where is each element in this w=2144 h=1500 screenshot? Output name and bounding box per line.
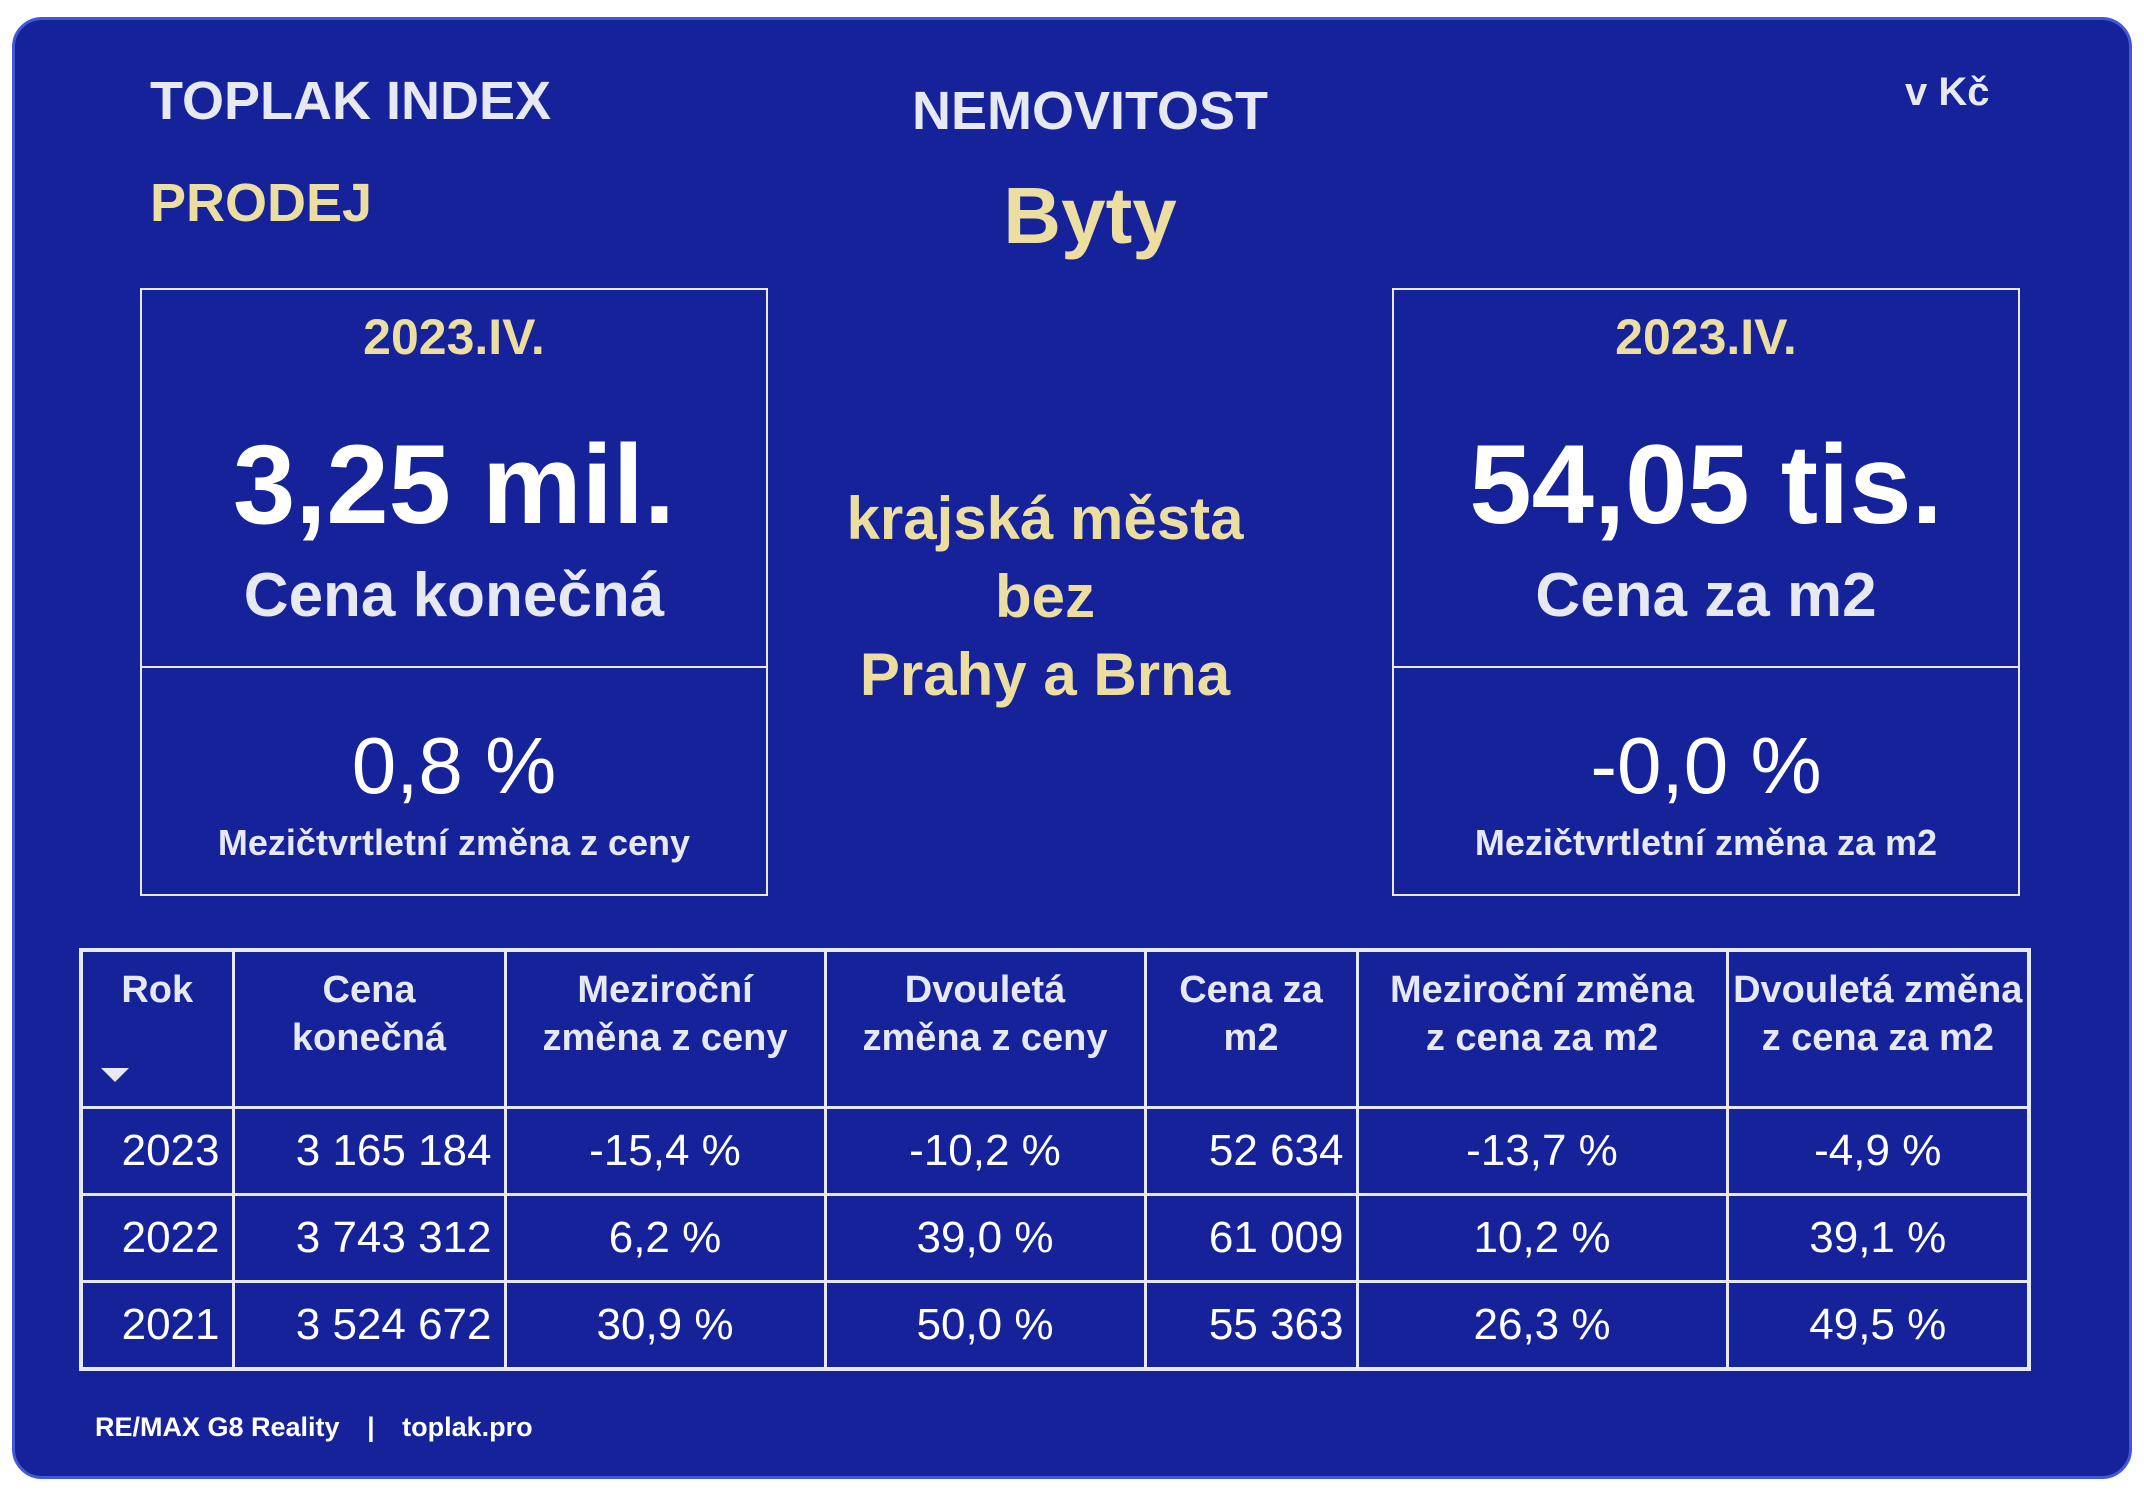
footer-website[interactable]: toplak.pro	[402, 1412, 533, 1442]
year-cell: 2022	[79, 1192, 235, 1284]
quarterly-price-change-label: Mezičtvrtletní změna z ceny	[217, 822, 691, 863]
col-header-line: Cena za	[1179, 969, 1323, 1011]
year-cell: 2021	[79, 1280, 235, 1371]
property-type: Byty	[1003, 171, 1177, 260]
col-header-line: Meziroční změna	[1389, 969, 1695, 1011]
quarterly-price-change-value: 0,8 %	[351, 721, 557, 810]
table-row: 2022 3 743 312 6,2 % 39,0 % 61 009 10,2 …	[79, 1192, 2031, 1284]
brand-title: TOPLAK INDEX	[150, 71, 552, 131]
col-header-line: z cena za m2	[1761, 1017, 1994, 1059]
category-title: NEMOVITOST	[911, 81, 1269, 141]
price-per-m2-cell: 61 009	[1143, 1192, 1359, 1284]
final-price-cell: 3 524 672	[231, 1280, 507, 1371]
2y-m2-change-cell: -4,9 %	[1725, 1105, 2031, 1196]
2y-price-change-cell: 50,0 %	[823, 1280, 1147, 1371]
table-row: 2023 3 165 184 -15,4 % -10,2 % 52 634 -1…	[79, 1105, 2031, 1196]
col-header-line: konečná	[291, 1017, 447, 1059]
price-per-m2-label: Cena za m2	[1535, 561, 1877, 630]
col-header-line: změna z ceny	[542, 1017, 788, 1059]
region-label: krajská města bez Prahy a Brna	[805, 480, 1285, 714]
footer: RE/MAX G8 Reality | toplak.pro	[95, 1412, 533, 1443]
price-per-m2-value: 54,05 tis.	[1469, 422, 1943, 547]
col-header-line: Rok	[121, 969, 194, 1011]
price-per-m2-cell: 55 363	[1143, 1280, 1359, 1371]
col-header-2y-price-change: Dvouletá změna z ceny	[823, 948, 1147, 1109]
table-row: 2021 3 524 672 30,9 % 50,0 % 55 363 26,3…	[79, 1280, 2031, 1371]
col-header-line: Dvouletá	[904, 969, 1066, 1011]
price-per-m2-cell: 52 634	[1143, 1105, 1359, 1196]
region-line-1: krajská města	[846, 485, 1244, 552]
footer-separator: |	[367, 1412, 375, 1442]
price-per-m2-box: 2023.IV. 54,05 tis. Cena za m2 -0,0 % Me…	[1392, 288, 2020, 896]
2y-price-change-cell: 39,0 %	[823, 1192, 1147, 1284]
col-header-year[interactable]: Rok	[79, 948, 235, 1109]
sort-down-icon[interactable]	[101, 1067, 129, 1082]
yoy-price-change-cell: -15,4 %	[503, 1105, 827, 1196]
final-price-label: Cena konečná	[243, 561, 665, 630]
col-header-line: Meziroční	[577, 969, 753, 1011]
col-header-price-per-m2: Cena za m2	[1143, 948, 1359, 1109]
region-line-2: bez	[994, 563, 1096, 630]
final-price-summary: 2023.IV. 3,25 mil. Cena konečná	[142, 290, 766, 668]
col-header-line: Dvouletá změna	[1733, 969, 2023, 1011]
col-header-line: Cena	[322, 969, 416, 1011]
quarterly-m2-change-label: Mezičtvrtletní změna za m2	[1474, 822, 1938, 863]
col-header-line: z cena za m2	[1425, 1017, 1659, 1059]
price-per-m2-summary: 2023.IV. 54,05 tis. Cena za m2	[1394, 290, 2018, 668]
period-label: 2023.IV.	[363, 309, 545, 365]
index-card: TOPLAK INDEX PRODEJ NEMOVITOST Byty v Kč…	[12, 17, 2132, 1479]
2y-m2-change-cell: 49,5 %	[1725, 1280, 2031, 1371]
quarterly-m2-change-value: -0,0 %	[1590, 721, 1822, 810]
transaction-mode: PRODEJ	[150, 173, 373, 233]
yoy-m2-change-cell: 10,2 %	[1355, 1192, 1729, 1284]
currency-label: v Kč	[1905, 70, 1990, 114]
2y-m2-change-cell: 39,1 %	[1725, 1192, 2031, 1284]
final-price-box: 2023.IV. 3,25 mil. Cena konečná 0,8 % Me…	[140, 288, 768, 896]
period-label: 2023.IV.	[1615, 309, 1797, 365]
yoy-price-change-cell: 30,9 %	[503, 1280, 827, 1371]
col-header-yoy-m2-change: Meziroční změna z cena za m2	[1355, 948, 1729, 1109]
footer-company: RE/MAX G8 Reality	[95, 1412, 340, 1442]
yoy-price-change-cell: 6,2 %	[503, 1192, 827, 1284]
final-price-cell: 3 165 184	[231, 1105, 507, 1196]
year-cell: 2023	[79, 1105, 235, 1196]
final-price-cell: 3 743 312	[231, 1192, 507, 1284]
col-header-yoy-price-change: Meziroční změna z ceny	[503, 948, 827, 1109]
history-table: Rok Cena konečná Meziroční změna z ceny …	[79, 948, 2031, 1371]
col-header-line: m2	[1223, 1017, 1279, 1059]
col-header-line: změna z ceny	[862, 1017, 1108, 1059]
table-header-row: Rok Cena konečná Meziroční změna z ceny …	[79, 948, 2031, 1109]
col-header-final-price: Cena konečná	[231, 948, 507, 1109]
final-price-value: 3,25 mil.	[232, 422, 676, 547]
yoy-m2-change-cell: -13,7 %	[1355, 1105, 1729, 1196]
yoy-m2-change-cell: 26,3 %	[1355, 1280, 1729, 1371]
2y-price-change-cell: -10,2 %	[823, 1105, 1147, 1196]
col-header-2y-m2-change: Dvouletá změna z cena za m2	[1725, 948, 2031, 1109]
region-line-3: Prahy a Brna	[859, 641, 1231, 708]
